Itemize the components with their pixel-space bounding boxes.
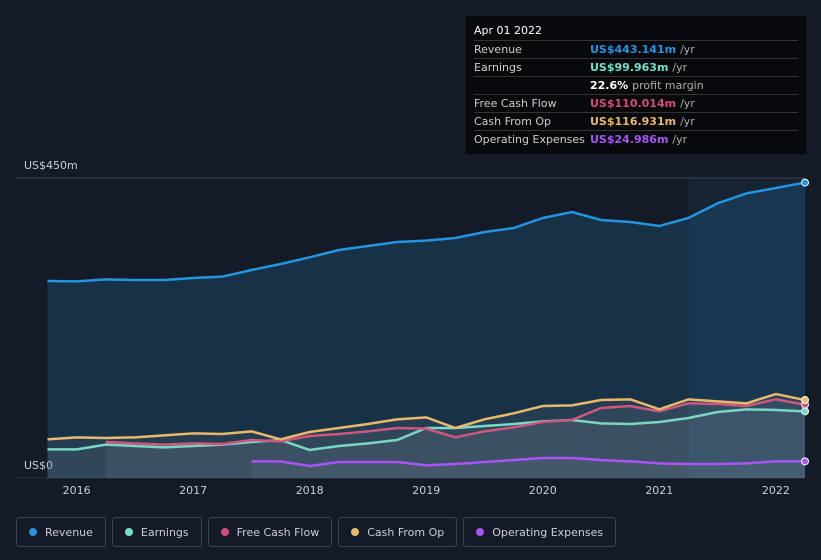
tooltip: Apr 01 2022 Revenue US$443.141m/yr Earning… (466, 16, 806, 154)
x-tick-label: 2017 (179, 484, 207, 497)
y-tick-label: US$0 (24, 459, 53, 472)
tooltip-row: Operating Expenses US$24.986m/yr (474, 130, 798, 148)
tooltip-label: Operating Expenses (474, 133, 585, 146)
tooltip-value: US$443.141m (590, 43, 677, 56)
legend-label: Free Cash Flow (236, 525, 320, 539)
legend-item[interactable]: Free Cash Flow (207, 517, 333, 547)
x-tick-label: 2019 (412, 484, 440, 497)
legend-dot (220, 528, 229, 536)
tooltip-row: Cash From Op US$116.931m/yr (474, 112, 798, 130)
series-line (105, 398, 806, 446)
series-line (47, 392, 806, 441)
tooltip-label: Earnings (474, 61, 522, 74)
tooltip-unit: /yr (680, 43, 695, 56)
tooltip-date: Apr 01 2022 (474, 24, 543, 37)
margin-label: profit margin (632, 79, 704, 92)
tooltip-label: Cash From Op (474, 115, 552, 128)
legend-dot (476, 528, 485, 536)
series-line (47, 181, 806, 283)
highlight-region (688, 178, 805, 478)
margin-value: 22.6% (590, 79, 629, 92)
legend-label: Cash From Op (367, 525, 445, 539)
legend-label: Revenue (45, 525, 93, 539)
tooltip-row: Revenue US$443.141m/yr (474, 40, 798, 58)
legend-item[interactable]: Revenue (16, 517, 106, 547)
legend-label: Operating Expenses (492, 525, 604, 539)
tooltip-row: 22.6% profit margin (474, 76, 798, 94)
legend-item[interactable]: Operating Expenses (463, 517, 617, 547)
tooltip-value: US$99.963m (590, 61, 669, 74)
tooltip-unit: /yr (680, 115, 695, 128)
tooltip-label: Revenue (474, 43, 522, 56)
x-tick-label: 2021 (645, 484, 673, 497)
series-area (47, 182, 805, 478)
tooltip-unit: /yr (672, 61, 688, 74)
tooltip-row: Earnings US$99.963m/yr (474, 58, 798, 76)
tooltip-unit: /yr (680, 97, 695, 110)
legend: Revenue Earnings Free Cash Flow Cash From O… (16, 517, 617, 547)
y-tick-label: US$450m (24, 159, 78, 172)
tooltip-label: Free Cash Flow (474, 97, 557, 110)
x-tick-label: 2018 (296, 484, 324, 497)
series-line (251, 456, 806, 468)
end-marker (801, 178, 809, 187)
legend-dot (29, 528, 37, 536)
legend-item[interactable]: Earnings (111, 517, 202, 547)
tooltip-value: US$24.986m (590, 133, 669, 146)
tooltip-row: Free Cash Flow US$110.014m/yr (474, 94, 798, 112)
series-area (105, 399, 806, 478)
end-marker (801, 396, 809, 405)
tooltip-value: US$110.014m (590, 97, 677, 110)
legend-dot (124, 528, 133, 536)
chart: US$0 US$450m 2016 2017 2018 2019 2020 2021 2022 (16, 159, 809, 497)
series-area (47, 394, 805, 478)
x-tick-label: 2016 (63, 484, 91, 497)
tooltip-value: US$116.931m (590, 115, 677, 128)
legend-item[interactable]: Cash From Op (338, 517, 458, 547)
legend-label: Earnings (140, 525, 189, 539)
tooltip-unit: /yr (672, 133, 688, 146)
x-tick-label: 2020 (529, 484, 557, 497)
end-marker (801, 457, 809, 466)
legend-dot (351, 528, 360, 536)
x-tick-label: 2022 (762, 484, 790, 497)
